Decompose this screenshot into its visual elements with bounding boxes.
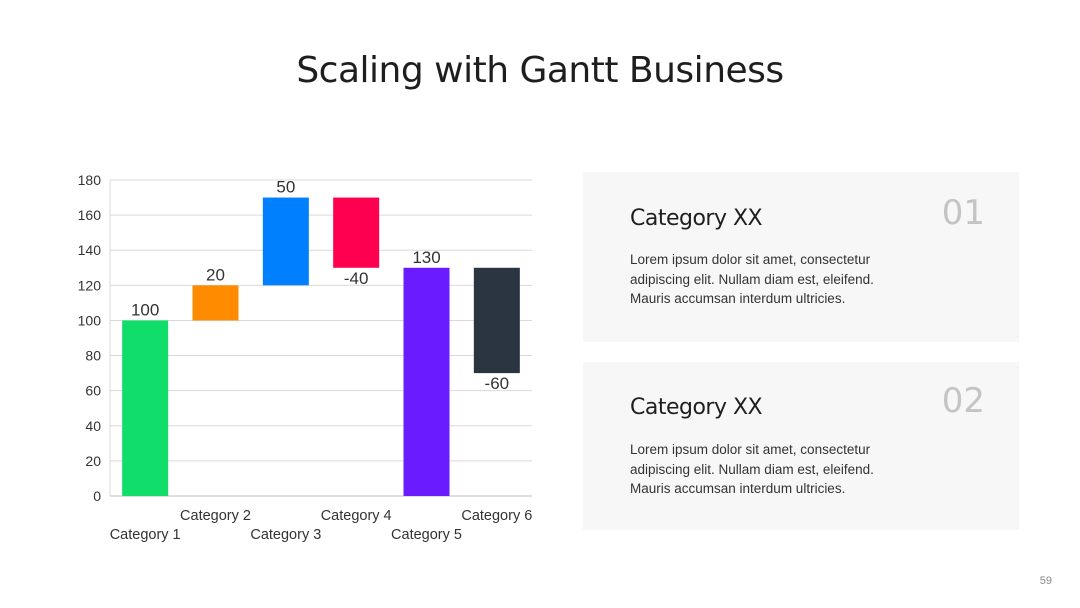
x-tick-label: Category 6 xyxy=(461,508,532,524)
category-card-2: Category XX 02 Lorem ipsum dolor sit ame… xyxy=(583,362,1019,530)
card-number: 01 xyxy=(941,193,985,233)
y-tick-label: 160 xyxy=(78,207,102,223)
card-number: 02 xyxy=(941,381,985,421)
y-tick-label: 120 xyxy=(78,277,102,293)
bar-2 xyxy=(192,285,239,321)
data-label: 20 xyxy=(206,265,225,284)
x-tick-label: Category 2 xyxy=(180,508,251,524)
x-tick-label: Category 4 xyxy=(321,508,392,524)
bar-5 xyxy=(403,267,450,496)
card-body-text: Lorem ipsum dolor sit amet, consectetur … xyxy=(630,442,874,496)
bar-6 xyxy=(473,267,520,374)
data-label: 100 xyxy=(131,300,159,319)
data-label: 130 xyxy=(412,248,440,267)
y-tick-label: 100 xyxy=(78,312,102,328)
y-tick-label: 180 xyxy=(78,172,102,188)
data-label: -40 xyxy=(344,269,369,288)
y-tick-label: 140 xyxy=(78,242,102,258)
y-tick-label: 20 xyxy=(85,453,101,469)
data-label: 50 xyxy=(276,178,295,197)
x-tick-label: Category 3 xyxy=(250,527,321,543)
category-card-1: Category XX 01 Lorem ipsum dolor sit ame… xyxy=(583,172,1019,342)
slide-title: Scaling with Gantt Business xyxy=(296,50,784,91)
y-tick-label: 60 xyxy=(85,383,101,399)
page-number: 59 xyxy=(1039,575,1052,587)
card-title: Category XX xyxy=(630,206,763,231)
data-label: -60 xyxy=(485,374,510,393)
card-title: Category XX xyxy=(630,395,763,420)
x-tick-label: Category 5 xyxy=(391,527,462,543)
y-tick-label: 80 xyxy=(85,348,101,364)
bar-4 xyxy=(333,197,380,268)
waterfall-chart: 0 20 40 60 80 100 120 140 160 180 100 Category 1 20 C… xyxy=(78,172,533,543)
y-tick-label: 40 xyxy=(85,418,101,434)
card-body-text: Lorem ipsum dolor sit amet, consectetur … xyxy=(630,252,874,306)
x-tick-label: Category 1 xyxy=(110,527,181,543)
bar-1 xyxy=(122,320,169,496)
bar-3 xyxy=(262,197,309,286)
y-tick-label: 0 xyxy=(93,488,101,504)
